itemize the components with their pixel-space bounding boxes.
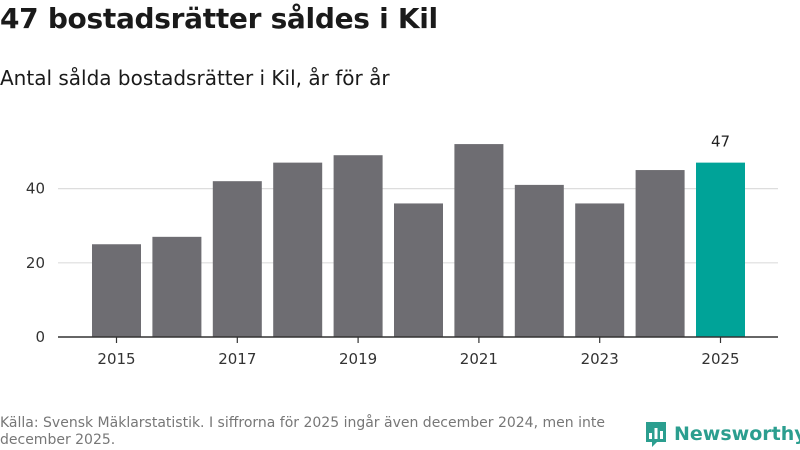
bar-chart-logo-icon	[646, 422, 666, 447]
source-note: Källa: Svensk Mäklarstatistik. I siffror…	[0, 415, 605, 448]
x-tick-label: 2025	[701, 350, 739, 368]
y-tick-label: 0	[35, 328, 45, 346]
bar	[212, 181, 262, 337]
bar	[454, 144, 504, 337]
y-tick-label: 20	[26, 254, 45, 272]
data-label: 47	[711, 133, 730, 151]
x-tick-label: 2017	[218, 350, 256, 368]
bar-highlight	[696, 162, 745, 337]
chart-subtitle: Antal sålda bostadsrätter i Kil, år för …	[0, 66, 390, 90]
bar	[394, 203, 443, 337]
bar	[575, 203, 625, 337]
x-tick-label: 2019	[339, 350, 377, 368]
bar	[635, 170, 685, 337]
bar	[152, 236, 202, 337]
bar-chart: 0 20 40 47 2015 2017 2019 2021 2023 2025	[26, 133, 778, 368]
bar	[273, 162, 323, 337]
y-tick-label: 40	[26, 180, 45, 198]
logo-text: Newsworthy	[674, 423, 800, 445]
newsworthy-logo: Newsworthy	[644, 420, 800, 448]
bar	[333, 155, 383, 337]
chart-title: 47 bostadsrätter såldes i Kil	[0, 2, 438, 35]
bar	[92, 244, 141, 337]
x-tick-label: 2023	[581, 350, 619, 368]
x-tick-label: 2015	[97, 350, 135, 368]
x-tick-label: 2021	[460, 350, 498, 368]
bar	[514, 184, 564, 337]
